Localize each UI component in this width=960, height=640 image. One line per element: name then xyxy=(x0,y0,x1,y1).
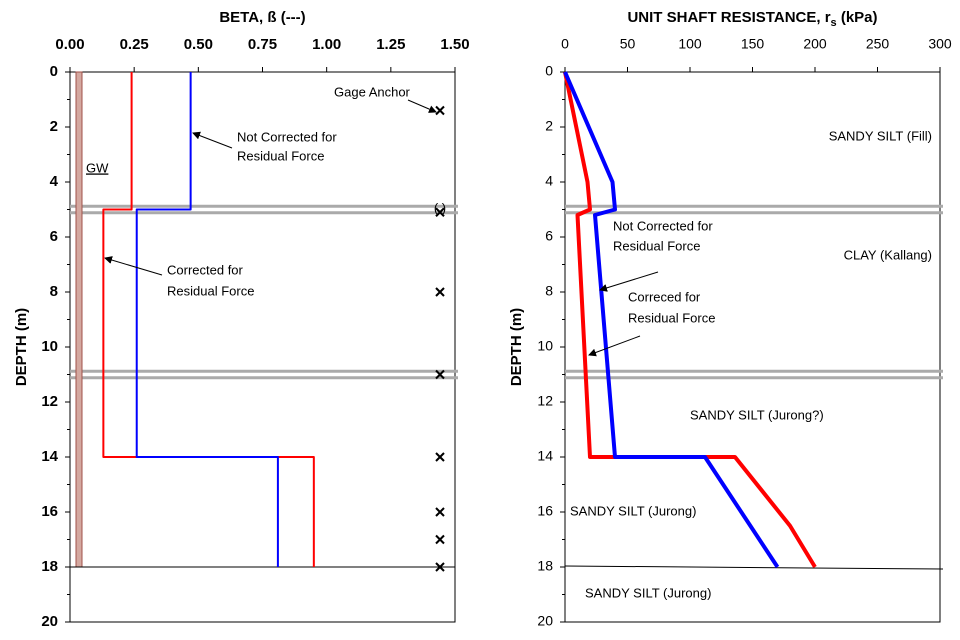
annotation-arrow xyxy=(588,335,641,357)
y-tick-label: 4 xyxy=(50,173,59,190)
annotation: Correced for xyxy=(628,289,701,304)
y-tick-label: 16 xyxy=(537,503,553,519)
annotation-arrow xyxy=(192,131,233,149)
x-tick-label: 150 xyxy=(741,36,765,52)
annotation: Not Corrected for xyxy=(237,129,337,144)
gage-marker xyxy=(435,369,445,380)
annotation-arrow xyxy=(407,99,437,113)
y-tick-label: 16 xyxy=(41,503,58,520)
annotation: CLAY (Kallang) xyxy=(844,247,932,262)
annotation: Residual Force xyxy=(167,283,254,298)
x-tick-label: 0.50 xyxy=(184,36,213,53)
y-tick-label: 14 xyxy=(41,448,58,465)
x-tick-label: 0.25 xyxy=(120,36,149,53)
y-tick-label: 10 xyxy=(537,338,553,354)
gage-stroke xyxy=(435,105,445,116)
y-tick-label: 20 xyxy=(537,613,553,629)
plot-frame xyxy=(564,71,941,623)
y-tick-label: 14 xyxy=(537,448,553,464)
gage-stroke xyxy=(435,287,445,297)
annotation: SANDY SILT (Jurong) xyxy=(585,585,711,600)
y-tick-label: 4 xyxy=(545,173,553,189)
gage-stroke xyxy=(435,534,445,545)
gage-marker xyxy=(435,452,445,462)
annotation: SANDY SILT (Jurong) xyxy=(570,503,696,518)
x-tick-label: 1.00 xyxy=(312,36,341,53)
annotation-arrow xyxy=(104,256,163,276)
gage-marker xyxy=(435,207,445,217)
x-tick-label: 100 xyxy=(678,36,702,52)
x-tick-label: 0.75 xyxy=(248,36,277,53)
annotation: Corrected for xyxy=(167,262,244,277)
y-tick-label: 12 xyxy=(537,393,553,409)
annotation: Residual Force xyxy=(628,310,715,325)
y-tick-label: 8 xyxy=(545,283,553,299)
annotation: Not Corrected for xyxy=(613,218,713,233)
x-tick-label: 250 xyxy=(866,36,890,52)
y-axis-title: DEPTH (m) xyxy=(13,308,30,386)
toe-line xyxy=(564,565,944,570)
y-tick-label: 12 xyxy=(41,393,58,410)
y-tick-label: 6 xyxy=(50,228,58,245)
x-axis-title: UNIT SHAFT RESISTANCE, rs (kPa) xyxy=(627,9,877,29)
annotation-arrow xyxy=(599,271,659,292)
gage-stroke xyxy=(435,562,445,572)
gage-stroke xyxy=(435,369,445,380)
x-axis-title: BETA, ß (---) xyxy=(219,9,305,26)
annotation: GW xyxy=(86,160,109,175)
annotation: SANDY SILT (Fill) xyxy=(829,128,932,143)
y-tick-label: 2 xyxy=(50,118,58,135)
annotation: Residual Force xyxy=(613,238,700,253)
x-tick-label: 300 xyxy=(928,36,952,52)
x-tick-label: 0 xyxy=(561,36,569,52)
annotation: Residual Force xyxy=(237,148,324,163)
gage-marker xyxy=(435,105,445,116)
x-axis-title-unit: (kPa) xyxy=(837,9,878,26)
gage-stroke xyxy=(435,507,445,517)
y-tick-label: 8 xyxy=(50,283,58,300)
data-line xyxy=(102,72,315,567)
x-tick-label: 1.50 xyxy=(440,36,469,53)
y-tick-label: 6 xyxy=(545,228,553,244)
y-axis-title: DEPTH (m) xyxy=(508,308,525,386)
x-axis-title-main: UNIT SHAFT RESISTANCE, r xyxy=(627,9,830,26)
x-tick-label: 1.25 xyxy=(376,36,405,53)
data-line xyxy=(563,71,817,569)
gage-marker xyxy=(435,534,445,545)
annotation: ( ) xyxy=(434,200,446,215)
gage-stroke xyxy=(435,452,445,462)
x-axis-title-sub: s xyxy=(831,17,837,29)
y-tick-label: 20 xyxy=(41,613,58,630)
gage-stroke xyxy=(435,207,445,217)
y-tick-label: 0 xyxy=(50,63,58,80)
y-tick-label: 0 xyxy=(545,63,553,79)
gage-marker xyxy=(435,562,445,572)
gage-marker xyxy=(435,507,445,517)
x-tick-label: 0.00 xyxy=(55,36,84,53)
y-tick-label: 2 xyxy=(545,118,553,134)
x-tick-label: 200 xyxy=(803,36,827,52)
x-tick-label: 50 xyxy=(620,36,636,52)
data-line xyxy=(563,71,780,569)
data-line xyxy=(135,72,279,567)
y-tick-label: 18 xyxy=(537,558,553,574)
annotation: Gage Anchor xyxy=(334,84,411,99)
y-tick-label: 18 xyxy=(41,558,58,575)
annotation: SANDY SILT (Jurong?) xyxy=(690,407,824,422)
y-tick-label: 10 xyxy=(41,338,58,355)
gage-marker xyxy=(435,287,445,297)
groundwater-bar xyxy=(75,71,83,568)
